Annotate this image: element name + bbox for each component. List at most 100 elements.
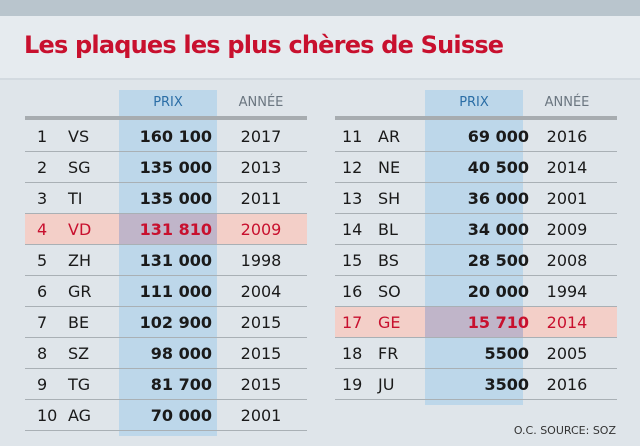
year-cell: 2017 <box>240 127 282 146</box>
table-left: PRIX ANNÉE 1 VS 160 100 2017 2 SG 135 000 2013 3 TI… <box>25 90 307 436</box>
table-row: 12 NE 40 500 2014 <box>335 152 617 183</box>
price-cell: 135 000 <box>139 158 212 177</box>
year-cell: 2015 <box>240 313 282 332</box>
highlight-price-bg <box>425 307 523 337</box>
canton-cell: TG <box>68 375 91 394</box>
canton-cell: FR <box>378 344 399 363</box>
table-row: 13 SH 36 000 2001 <box>335 183 617 214</box>
rank-cell: 12 <box>342 158 363 177</box>
rank-cell: 13 <box>342 189 363 208</box>
canton-cell: AG <box>68 406 92 425</box>
header-annee: ANNÉE <box>544 95 590 110</box>
year-cell: 2001 <box>240 406 282 425</box>
year-cell: 2013 <box>240 158 282 177</box>
price-column-bg <box>119 90 217 436</box>
canton-cell: GR <box>68 282 92 301</box>
table-row: 8 SZ 98 000 2015 <box>25 338 307 369</box>
table-row: 10 AG 70 000 2001 <box>25 400 307 431</box>
top-bar <box>0 0 640 16</box>
year-cell: 2015 <box>240 344 282 363</box>
rank-cell: 19 <box>342 375 363 394</box>
rank-cell: 5 <box>37 251 48 270</box>
canton-cell: BE <box>68 313 90 332</box>
table-row: 2 SG 135 000 2013 <box>25 152 307 183</box>
rank-cell: 6 <box>37 282 48 301</box>
table-row: 3 TI 135 000 2011 <box>25 183 307 214</box>
header-prix: PRIX <box>153 95 183 110</box>
canton-cell: SG <box>68 158 91 177</box>
canton-cell: SH <box>378 189 401 208</box>
table-row: 1 VS 160 100 2017 <box>25 121 307 152</box>
year-cell: 2009 <box>240 220 282 239</box>
year-cell: 2014 <box>546 313 588 332</box>
year-cell: 2005 <box>546 344 588 363</box>
price-cell: 36 000 <box>467 189 529 208</box>
table-row: 9 TG 81 700 2015 <box>25 369 307 400</box>
table-row: 16 SO 20 000 1994 <box>335 276 617 307</box>
canton-cell: GE <box>378 313 401 332</box>
rank-cell: 17 <box>342 313 363 332</box>
year-cell: 2009 <box>546 220 588 239</box>
canton-cell: JU <box>378 375 395 394</box>
price-cell: 5500 <box>484 344 529 363</box>
canton-cell: VS <box>68 127 90 146</box>
rank-cell: 1 <box>37 127 48 146</box>
canton-cell: ZH <box>68 251 91 270</box>
title-band <box>0 16 640 80</box>
table-row: 11 AR 69 000 2016 <box>335 121 617 152</box>
table-right: PRIX ANNÉE 11 AR 69 000 2016 12 NE 40 500 2014 13 S… <box>335 90 617 405</box>
price-cell: 160 100 <box>139 127 212 146</box>
year-cell: 2008 <box>546 251 588 270</box>
rank-cell: 4 <box>37 220 48 239</box>
year-cell: 2016 <box>546 375 588 394</box>
year-cell: 2014 <box>546 158 588 177</box>
year-cell: 1994 <box>546 282 588 301</box>
price-cell: 102 900 <box>139 313 212 332</box>
price-cell: 70 000 <box>150 406 212 425</box>
header-prix: PRIX <box>459 95 489 110</box>
rank-cell: 11 <box>342 127 363 146</box>
header-divider <box>335 116 617 120</box>
canton-cell: NE <box>378 158 401 177</box>
rank-cell: 18 <box>342 344 363 363</box>
year-cell: 2004 <box>240 282 282 301</box>
year-cell: 2016 <box>546 127 588 146</box>
price-cell: 111 000 <box>139 282 212 301</box>
price-cell: 28 500 <box>467 251 529 270</box>
rank-cell: 7 <box>37 313 48 332</box>
page-title: Les plaques les plus chères de Suisse <box>24 31 504 59</box>
rank-cell: 9 <box>37 375 48 394</box>
canton-cell: AR <box>378 127 401 146</box>
canton-cell: VD <box>68 220 92 239</box>
year-cell: 1998 <box>240 251 282 270</box>
price-cell: 81 700 <box>150 375 212 394</box>
price-cell: 131 810 <box>139 220 212 239</box>
price-cell: 3500 <box>484 375 529 394</box>
rank-cell: 10 <box>37 406 58 425</box>
rank-cell: 15 <box>342 251 363 270</box>
canton-cell: SZ <box>68 344 90 363</box>
table-row: 14 BL 34 000 2009 <box>335 214 617 245</box>
canton-cell: SO <box>378 282 401 301</box>
price-cell: 69 000 <box>467 127 529 146</box>
table-row: 17 GE 15 710 2014 <box>335 307 617 338</box>
rank-cell: 2 <box>37 158 48 177</box>
table-row: 7 BE 102 900 2015 <box>25 307 307 338</box>
table-row: 4 VD 131 810 2009 <box>25 214 307 245</box>
price-cell: 131 000 <box>139 251 212 270</box>
table-row: 19 JU 3500 2016 <box>335 369 617 400</box>
rank-cell: 3 <box>37 189 48 208</box>
price-cell: 34 000 <box>467 220 529 239</box>
rank-cell: 14 <box>342 220 363 239</box>
year-cell: 2001 <box>546 189 588 208</box>
header-annee: ANNÉE <box>238 95 284 110</box>
table-row: 5 ZH 131 000 1998 <box>25 245 307 276</box>
rank-cell: 16 <box>342 282 363 301</box>
year-cell: 2015 <box>240 375 282 394</box>
price-cell: 20 000 <box>467 282 529 301</box>
table-row: 18 FR 5500 2005 <box>335 338 617 369</box>
canton-cell: BS <box>378 251 399 270</box>
price-cell: 98 000 <box>150 344 212 363</box>
price-column-bg <box>425 90 523 405</box>
table-row: 6 GR 111 000 2004 <box>25 276 307 307</box>
